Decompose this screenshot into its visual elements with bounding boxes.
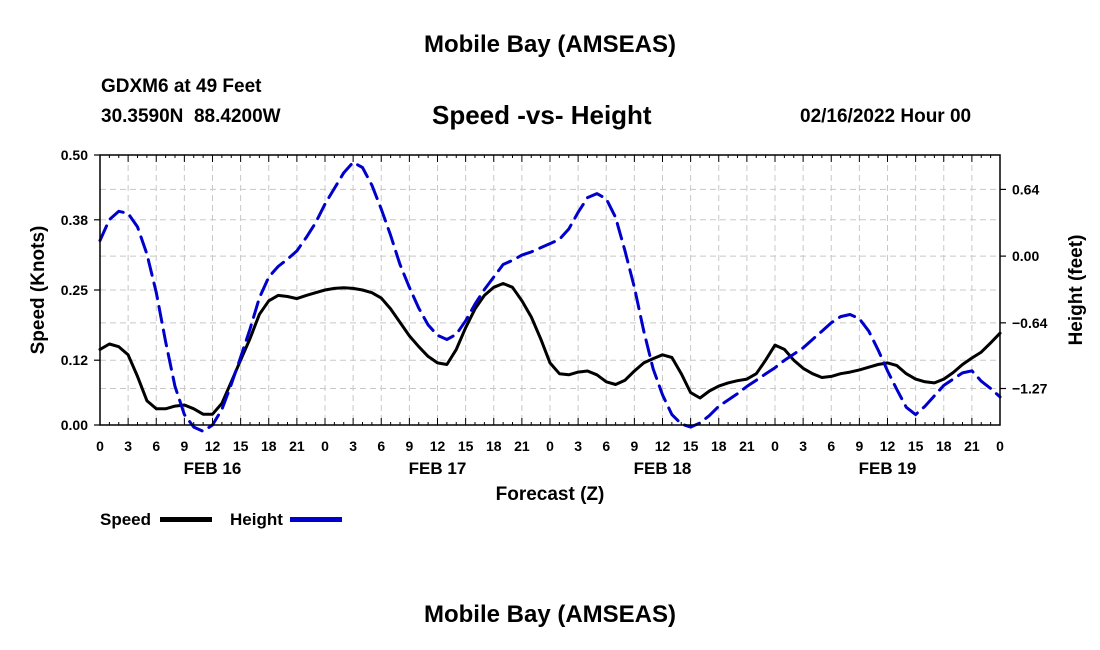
y-axis-label-right: Height (feet) (1066, 235, 1087, 346)
x-tick-label: 9 (855, 438, 863, 454)
station-coords: 30.3590N 88.4200W (101, 106, 281, 127)
y-tick-label-left: 0.50 (61, 147, 88, 163)
x-tick-label: 0 (546, 438, 554, 454)
x-tick-label: 12 (430, 438, 446, 454)
x-tick-label: 3 (574, 438, 582, 454)
x-tick-label: 18 (261, 438, 277, 454)
x-tick-label: 21 (514, 438, 530, 454)
x-tick-label: 6 (377, 438, 385, 454)
y-tick-label-left: 0.12 (61, 352, 88, 368)
x-tick-label: 12 (205, 438, 221, 454)
x-tick-label: 0 (996, 438, 1004, 454)
speed-series-line (98, 282, 1002, 416)
x-tick-label: 9 (630, 438, 638, 454)
page-title: Mobile Bay (AMSEAS) (423, 31, 677, 58)
x-tick-label: 15 (908, 438, 924, 454)
x-tick-label: 21 (289, 438, 305, 454)
x-tick-label: 0 (771, 438, 779, 454)
legend-speed-label: Speed (100, 510, 152, 529)
forecast-timestamp: 02/16/2022 Hour 00 (800, 106, 972, 127)
x-tick-label: 6 (602, 438, 610, 454)
y-tick-label-right: −0.64 (1012, 315, 1048, 331)
y-tick-label-left: 0.00 (61, 417, 88, 433)
x-tick-label: 18 (711, 438, 727, 454)
x-day-label: FEB 17 (409, 459, 467, 478)
x-day-label: FEB 16 (184, 459, 242, 478)
x-day-label: FEB 18 (634, 459, 692, 478)
y-tick-label-left: 0.25 (61, 282, 88, 298)
x-tick-label: 12 (655, 438, 671, 454)
x-tick-label: 3 (349, 438, 357, 454)
x-tick-label: 21 (739, 438, 755, 454)
x-tick-label: 21 (964, 438, 980, 454)
speed-height-chart: 0 3 6 9 12 15 18 21 0 3 6 9 12 15 18 21 0 3 6 9 12 15 18 21 0 3 6 9… (28, 147, 1087, 505)
x-tick-label: 18 (936, 438, 952, 454)
y-tick-label-left: 0.38 (61, 212, 88, 228)
legend-height-label: Height (230, 510, 283, 529)
x-tick-label: 3 (799, 438, 807, 454)
chart-title: Speed -vs- Height (432, 100, 652, 130)
x-day-label: FEB 19 (859, 459, 917, 478)
x-tick-label: 18 (486, 438, 502, 454)
y-tick-label-right: −1.27 (1012, 381, 1048, 397)
x-tick-label: 9 (405, 438, 413, 454)
x-tick-label: 0 (96, 438, 104, 454)
x-tick-label: 6 (827, 438, 835, 454)
station-name: GDXM6 at 49 Feet (101, 76, 262, 97)
legend-speed-swatch (160, 517, 212, 522)
y-axis-label-left: Speed (Knots) (28, 226, 49, 355)
y-tick-label-right: 0.64 (1012, 181, 1039, 197)
x-tick-label: 15 (458, 438, 474, 454)
x-axis-label: Forecast (Z) (496, 484, 605, 505)
x-tick-label: 0 (321, 438, 329, 454)
height-series-line (98, 160, 1002, 433)
footer-title: Mobile Bay (AMSEAS) (423, 601, 677, 628)
x-tick-label: 3 (124, 438, 132, 454)
x-tick-label: 12 (880, 438, 896, 454)
x-tick-label: 15 (233, 438, 249, 454)
y-tick-label-right: 0.00 (1012, 248, 1039, 264)
x-tick-label: 15 (683, 438, 699, 454)
x-tick-label: 6 (152, 438, 160, 454)
x-tick-label: 9 (180, 438, 188, 454)
legend-height-swatch (290, 517, 342, 522)
